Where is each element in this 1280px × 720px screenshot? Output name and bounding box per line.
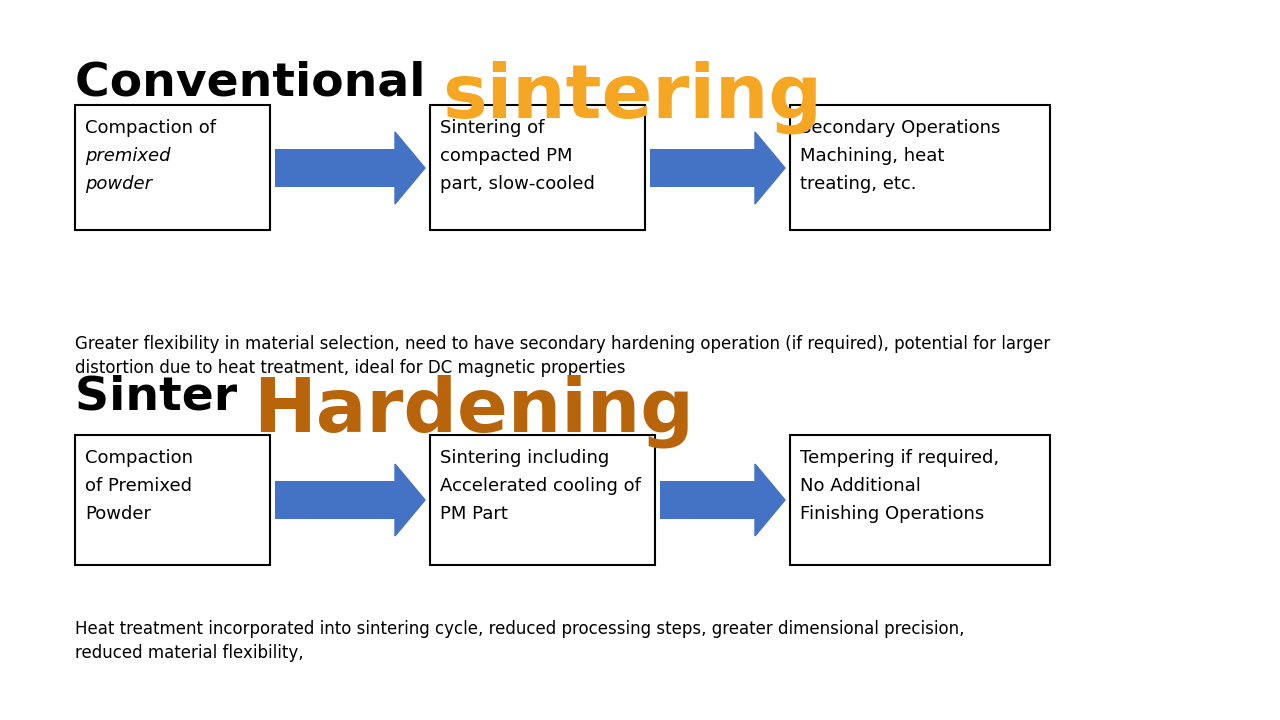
Polygon shape	[755, 464, 785, 536]
Text: Secondary Operations: Secondary Operations	[800, 119, 1001, 137]
FancyBboxPatch shape	[660, 481, 755, 519]
Text: premixed: premixed	[84, 147, 170, 165]
FancyBboxPatch shape	[650, 149, 755, 187]
Text: powder: powder	[84, 175, 152, 193]
Polygon shape	[755, 132, 785, 204]
Text: Finishing Operations: Finishing Operations	[800, 505, 984, 523]
Text: Conventional: Conventional	[76, 60, 442, 105]
Polygon shape	[396, 464, 425, 536]
Text: Sintering of: Sintering of	[440, 119, 544, 137]
FancyBboxPatch shape	[430, 435, 655, 565]
Text: Greater flexibility in material selection, need to have secondary hardening oper: Greater flexibility in material selectio…	[76, 335, 1051, 377]
FancyBboxPatch shape	[430, 105, 645, 230]
FancyBboxPatch shape	[275, 481, 396, 519]
Text: Powder: Powder	[84, 505, 151, 523]
Polygon shape	[396, 132, 425, 204]
FancyBboxPatch shape	[790, 105, 1050, 230]
Text: No Additional: No Additional	[800, 477, 920, 495]
FancyBboxPatch shape	[76, 435, 270, 565]
Text: Sinter: Sinter	[76, 375, 253, 420]
Text: Compaction of: Compaction of	[84, 119, 216, 137]
Text: Hardening: Hardening	[253, 375, 695, 449]
FancyBboxPatch shape	[76, 105, 270, 230]
Text: Sintering including: Sintering including	[440, 449, 609, 467]
Text: Accelerated cooling of: Accelerated cooling of	[440, 477, 641, 495]
FancyBboxPatch shape	[275, 149, 396, 187]
Text: sintering: sintering	[442, 60, 822, 133]
Text: treating, etc.: treating, etc.	[800, 175, 916, 193]
Text: Machining, heat: Machining, heat	[800, 147, 945, 165]
Text: part, slow-cooled: part, slow-cooled	[440, 175, 595, 193]
Text: PM Part: PM Part	[440, 505, 508, 523]
FancyBboxPatch shape	[790, 435, 1050, 565]
Text: of Premixed: of Premixed	[84, 477, 192, 495]
Text: Compaction: Compaction	[84, 449, 193, 467]
Text: Heat treatment incorporated into sintering cycle, reduced processing steps, grea: Heat treatment incorporated into sinteri…	[76, 620, 965, 662]
Text: Tempering if required,: Tempering if required,	[800, 449, 1000, 467]
Text: compacted PM: compacted PM	[440, 147, 572, 165]
